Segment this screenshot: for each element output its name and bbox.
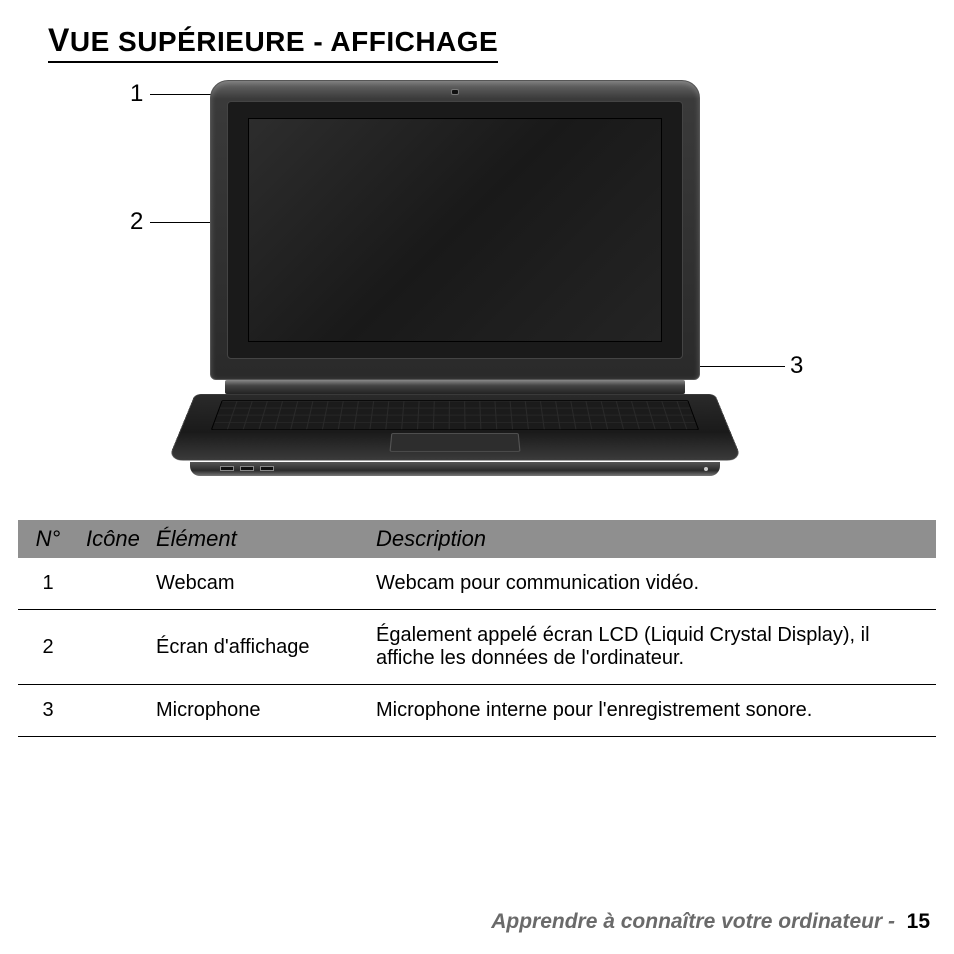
port-icon <box>240 466 254 471</box>
port-icon <box>260 466 274 471</box>
cell-desc: Microphone interne pour l'enregistrement… <box>368 685 936 737</box>
laptop-bezel <box>227 101 683 359</box>
cell-num: 2 <box>18 610 78 685</box>
cell-desc: Webcam pour communication vidéo. <box>368 558 936 610</box>
microphone-icon <box>704 467 708 471</box>
laptop-front-edge <box>190 462 720 476</box>
cell-icon <box>78 610 148 685</box>
table-body: 1 Webcam Webcam pour communication vidéo… <box>18 558 936 737</box>
table-header-row: N° Icône Élément Description <box>18 520 936 558</box>
parts-table: N° Icône Élément Description 1 Webcam We… <box>18 520 936 737</box>
footer-page-number: 15 <box>907 910 930 933</box>
webcam-icon <box>451 89 459 95</box>
header-icon: Icône <box>78 520 148 558</box>
laptop-lid <box>210 80 700 380</box>
cell-icon <box>78 558 148 610</box>
header-num: N° <box>18 520 78 558</box>
page-title: VUE SUPÉRIEURE - AFFICHAGE <box>48 22 498 63</box>
cell-elem: Écran d'affichage <box>148 610 368 685</box>
callout-3-label: 3 <box>790 352 803 380</box>
cell-num: 1 <box>18 558 78 610</box>
footer-text: Apprendre à connaître votre ordinateur - <box>491 910 901 933</box>
cell-elem: Webcam <box>148 558 368 610</box>
cell-icon <box>78 685 148 737</box>
laptop-touchpad <box>390 433 521 452</box>
port-icon <box>220 466 234 471</box>
title-rest: UE SUPÉRIEURE - AFFICHAGE <box>70 26 498 57</box>
table-row: 3 Microphone Microphone interne pour l'e… <box>18 685 936 737</box>
callout-2-label: 2 <box>130 208 143 236</box>
table-row: 1 Webcam Webcam pour communication vidéo… <box>18 558 936 610</box>
table-row: 2 Écran d'affichage Également appelé écr… <box>18 610 936 685</box>
cell-desc: Également appelé écran LCD (Liquid Cryst… <box>368 610 936 685</box>
laptop-hinge <box>225 380 685 394</box>
cell-elem: Microphone <box>148 685 368 737</box>
diagram-area: 1 2 3 <box>0 70 954 500</box>
header-elem: Élément <box>148 520 368 558</box>
laptop-illustration <box>210 80 700 476</box>
page-footer: Apprendre à connaître votre ordinateur -… <box>491 910 930 934</box>
laptop-base <box>168 394 743 461</box>
header-desc: Description <box>368 520 936 558</box>
cell-num: 3 <box>18 685 78 737</box>
laptop-screen <box>248 118 662 342</box>
laptop-keyboard <box>211 400 699 430</box>
callout-3-line <box>690 366 785 367</box>
callout-1-label: 1 <box>130 80 143 108</box>
title-initial-cap: V <box>48 22 70 58</box>
